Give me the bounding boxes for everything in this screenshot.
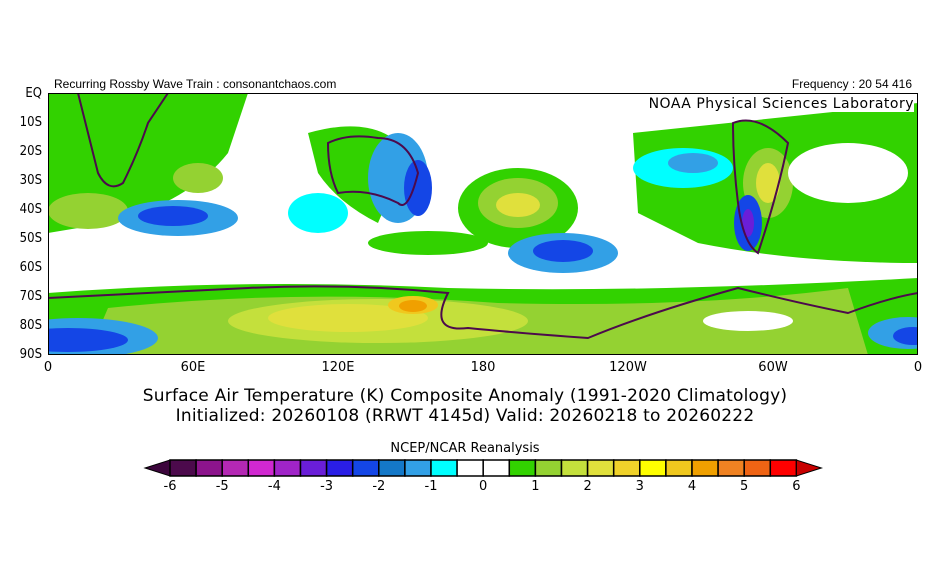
colorbar-swatch: [612, 459, 641, 477]
colorbar-swatch: [247, 459, 276, 477]
colorbar-swatch: [325, 459, 354, 477]
lab-label: NOAA Physical Sciences Laboratory: [648, 96, 914, 112]
colorbar-swatch: [691, 459, 719, 477]
colorbar-tick-label: -5: [215, 479, 229, 494]
lat-label: 20S: [19, 144, 42, 159]
colorbar-tick-label: -4: [267, 479, 281, 494]
lon-label: 60W: [758, 360, 788, 375]
colorbar-swatch: [586, 459, 615, 477]
colorbar-swatch: [221, 459, 250, 477]
lat-label: 40S: [19, 202, 42, 217]
lon-label: 0: [913, 360, 923, 375]
colorbar-swatch: [769, 459, 798, 477]
title-line-1: Surface Air Temperature (K) Composite An…: [142, 386, 788, 406]
lat-label: 70S: [19, 289, 42, 304]
lat-label: 60S: [19, 260, 42, 275]
lon-label: 180: [470, 360, 496, 375]
lon-label: 0: [43, 360, 53, 375]
colorbar-swatch: [169, 459, 197, 477]
colorbar-swatch: [299, 459, 328, 477]
colorbar-tick-label: 3: [635, 479, 644, 494]
colorbar-swatch: [273, 459, 302, 477]
colorbar-tick-label: 5: [740, 479, 749, 494]
coastlines: [48, 93, 918, 340]
colorbar-swatch: [743, 459, 772, 477]
lon-label: 120E: [321, 360, 355, 375]
colorbar-swatch: [639, 459, 667, 477]
colorbar-tick-label: -1: [424, 479, 438, 494]
lon-label: 120W: [609, 360, 647, 375]
colorbar-tick-label: 6: [792, 479, 801, 494]
colorbar-over-arrow: [795, 459, 824, 477]
colorbar-swatch: [560, 459, 589, 477]
colorbar-swatch: [195, 459, 223, 477]
lat-label: EQ: [25, 86, 42, 101]
colorbar-swatch: [378, 459, 406, 477]
colorbar-tick-label: 4: [687, 479, 697, 494]
colorbar-swatch: [717, 459, 745, 477]
lat-label: 80S: [19, 318, 42, 333]
anomaly-map: [48, 93, 918, 355]
map-frame: [48, 93, 918, 355]
colorbar: [143, 459, 824, 477]
colorbar-tick-label: 1: [531, 479, 540, 494]
lat-label: 30S: [19, 173, 42, 188]
anomaly-field: [48, 93, 918, 355]
colorbar-tick-label: -2: [372, 479, 386, 494]
colorbar-tick-label: 0: [479, 479, 488, 494]
colorbar-under-arrow: [143, 459, 171, 477]
colorbar-swatch: [404, 459, 432, 477]
lat-label: 10S: [19, 115, 42, 130]
colorbar-swatch: [430, 459, 458, 477]
header-frequency: Frequency : 20 54 416: [791, 77, 912, 91]
colorbar-swatch: [351, 459, 380, 477]
colorbar-tick-label: -3: [320, 479, 334, 494]
colorbar-swatch: [665, 459, 693, 477]
colorbar-tick-label: 2: [583, 479, 592, 494]
colorbar-tick-label: -6: [163, 479, 177, 494]
lon-label: 60E: [180, 360, 206, 375]
colorbar-swatch: [456, 459, 484, 477]
lat-label: 50S: [19, 231, 42, 246]
colorbar-swatch: [534, 459, 563, 477]
lat-label: 90S: [19, 347, 42, 362]
title-line-2: Initialized: 20260108 (RRWT 4145d) Valid…: [175, 406, 755, 426]
colorbar-swatch: [508, 459, 537, 477]
header-credit: Recurring Rossby Wave Train : consonantc…: [54, 77, 337, 91]
colorbar-source: NCEP/NCAR Reanalysis: [390, 441, 540, 456]
colorbar-swatch: [482, 459, 511, 477]
